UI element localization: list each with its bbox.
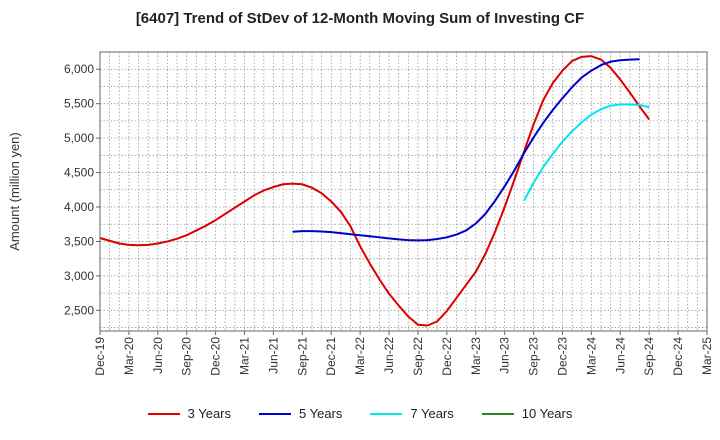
x-tick-label: Sep-20: [180, 337, 194, 376]
legend: 3 Years 5 Years 7 Years 10 Years: [0, 406, 720, 421]
y-tick-label: 4,000: [64, 200, 94, 214]
y-tick-label: 6,000: [64, 62, 94, 76]
plot-border: [99, 51, 708, 332]
y-axis-label: Amount (million yen): [7, 132, 22, 251]
x-tick-label: Dec-20: [209, 337, 223, 376]
x-tick-label: Mar-22: [353, 337, 367, 375]
legend-label: 3 Years: [187, 406, 231, 421]
y-tick-label: 4,500: [64, 166, 94, 180]
y-tick-label: 3,500: [64, 234, 94, 248]
legend-swatch: [481, 412, 514, 415]
x-tick-label: Dec-23: [555, 337, 569, 376]
x-tick-label: Mar-24: [584, 337, 598, 375]
series-line-7-years: [523, 103, 650, 202]
x-tick-label: Mar-25: [700, 337, 714, 375]
legend-item-10-years: 10 Years: [481, 406, 573, 421]
legend-swatch: [370, 412, 403, 415]
y-tick-label: 3,000: [64, 269, 94, 283]
legend-label: 7 Years: [410, 406, 454, 421]
x-tick-label: Mar-23: [469, 337, 483, 375]
x-tick-label: Dec-21: [324, 337, 338, 376]
legend-swatch: [259, 412, 291, 415]
x-tick-label: Jun-22: [382, 337, 396, 374]
x-tick-label: Mar-21: [238, 337, 252, 375]
chart-title: [6407] Trend of StDev of 12-Month Moving…: [135, 10, 585, 27]
y-tick-label: 5,000: [64, 131, 94, 145]
grid: [99, 51, 708, 331]
x-tick-label: Dec-22: [440, 337, 454, 376]
x-tick-label: Sep-22: [411, 337, 425, 376]
x-tick-label: Dec-19: [93, 337, 107, 376]
x-tick-label: Jun-20: [151, 337, 165, 374]
x-tick-label: Sep-23: [527, 337, 541, 376]
x-tick-label: Sep-21: [295, 337, 309, 376]
series-lines: [99, 55, 650, 327]
x-tick-label: Sep-24: [642, 337, 656, 376]
series-line-3-years: [99, 55, 650, 327]
legend-item-7-years: 7 Years: [370, 406, 454, 421]
y-tick-label: 2,500: [64, 303, 94, 317]
x-tick-label: Jun-21: [266, 337, 280, 374]
plot-frame: [99, 51, 708, 332]
series-line-5-years: [292, 58, 640, 242]
legend-label: 5 Years: [299, 406, 343, 421]
x-tick-label: Jun-24: [613, 337, 627, 374]
legend-item-5-years: 5 Years: [259, 406, 342, 421]
x-tick-label: Jun-23: [498, 337, 512, 374]
plot-area: [100, 52, 707, 331]
plot-background: [100, 52, 707, 331]
y-tick-label: 5,500: [64, 97, 94, 111]
legend-swatch: [147, 412, 180, 415]
y-axis: 2,500 3,000 3,500 4,000 4,500 5,000 5,500 6,000: [64, 62, 100, 317]
legend-label: 10 Years: [521, 406, 573, 421]
x-axis: Dec-19 Mar-20 Jun-20 Sep-20 Dec-20 Mar-21 Jun-…: [93, 331, 714, 376]
x-tick-label: Mar-20: [122, 337, 136, 375]
x-tick-label: Dec-24: [671, 337, 685, 376]
legend-item-3-years: 3 Years: [147, 406, 231, 421]
